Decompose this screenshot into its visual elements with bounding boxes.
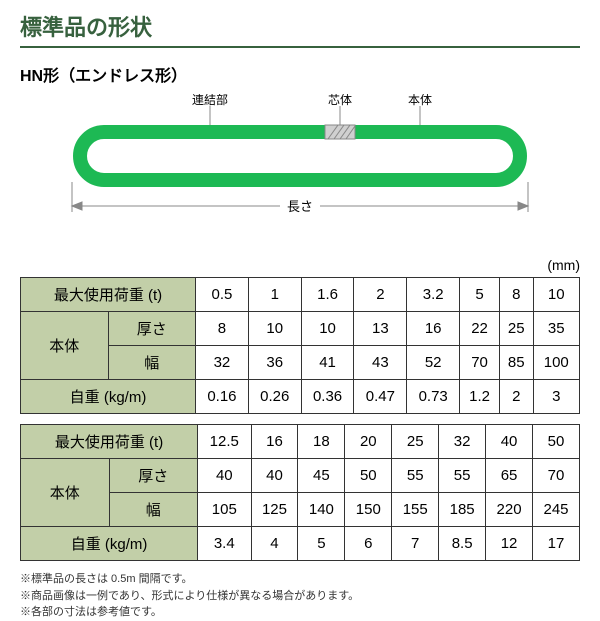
spec-table-2: 最大使用荷重 (t) 12.516182025324050 本体 厚さ 4040… bbox=[20, 424, 580, 561]
note-line: ※各部の寸法は参考値です。 bbox=[20, 604, 580, 621]
subtitle: HN形（エンドレス形） bbox=[20, 62, 580, 86]
rowhdr-maxload: 最大使用荷重 (t) bbox=[21, 278, 196, 312]
label-core: 芯体 bbox=[328, 94, 352, 107]
sling-diagram: 連結部 芯体 本体 長さ bbox=[50, 94, 550, 229]
footnotes: ※標準品の長さは 0.5m 間隔です。 ※商品画像は一例であり、形式により仕様が… bbox=[20, 571, 580, 621]
label-body: 本体 bbox=[408, 94, 432, 107]
spec-table-1: 最大使用荷重 (t) 0.511.623.25810 本体 厚さ 8101013… bbox=[20, 277, 580, 414]
note-line: ※標準品の長さは 0.5m 間隔です。 bbox=[20, 571, 580, 588]
rowhdr-width: 幅 bbox=[108, 346, 196, 380]
rowhdr-thickness: 厚さ bbox=[108, 312, 196, 346]
page-title: 標準品の形状 bbox=[20, 10, 580, 48]
note-line: ※商品画像は一例であり、形式により仕様が異なる場合があります。 bbox=[20, 588, 580, 605]
rowhdr-selfweight: 自重 (kg/m) bbox=[21, 380, 196, 414]
unit-label: (mm) bbox=[20, 257, 580, 273]
label-length: 長さ bbox=[287, 199, 313, 214]
label-joint: 連結部 bbox=[192, 94, 228, 107]
rowhdr-body: 本体 bbox=[21, 312, 109, 380]
sling-body bbox=[80, 132, 520, 180]
